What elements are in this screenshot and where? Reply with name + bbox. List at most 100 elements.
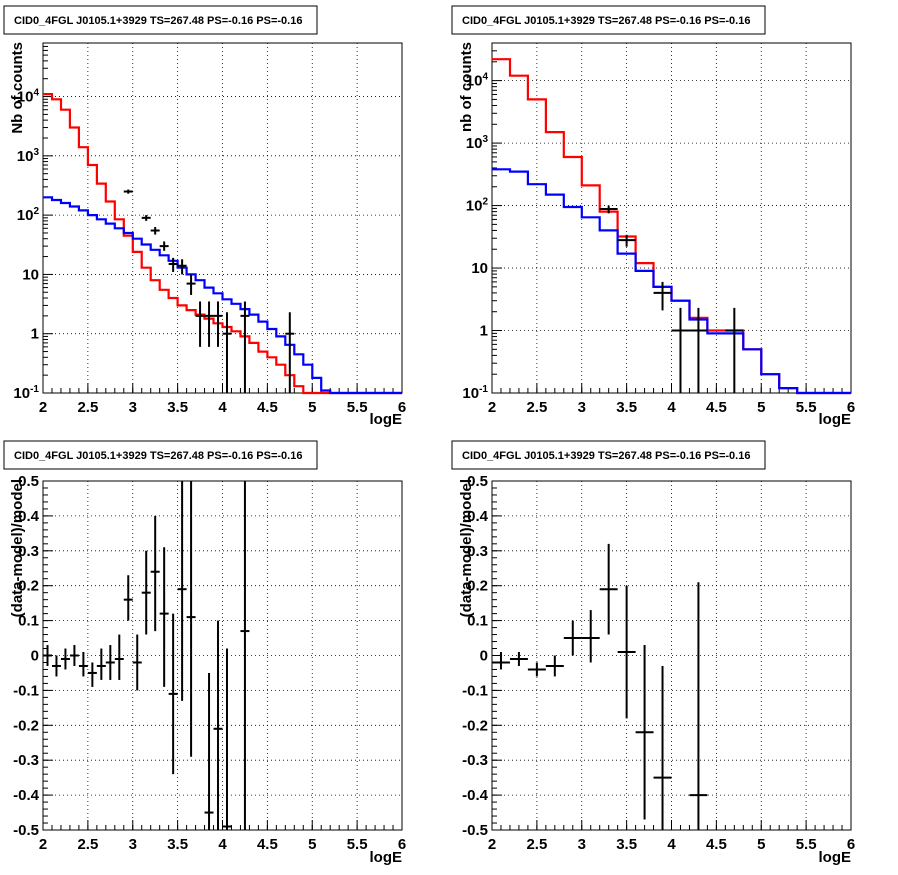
plot-frame (42, 480, 403, 831)
y-tick-label: 10 (471, 260, 488, 277)
x-tick-label: 4.5 (257, 836, 278, 853)
data-point (195, 301, 205, 347)
x-tick-label: 4.5 (706, 399, 727, 416)
y-tick-label: -0.4 (462, 787, 489, 804)
data-point (186, 481, 196, 757)
data-point (213, 620, 223, 830)
y-tick-label: -0.1 (13, 682, 39, 699)
y-tick-label: -0.2 (13, 717, 39, 734)
y-tick-label: 102 (17, 206, 40, 224)
panel-top-left: CID0_4FGL J0105.1+3929 TS=267.48 PS=-0.1… (3, 5, 406, 428)
data-point (545, 655, 564, 677)
data-point (213, 301, 223, 347)
x-tick-label: 2 (39, 836, 47, 853)
plot-frame (491, 42, 852, 394)
y-tick-label: 10-1 (13, 384, 39, 402)
data-point (599, 205, 618, 214)
data-point (240, 481, 250, 830)
data-point (96, 648, 106, 680)
chart-title: CID0_4FGL J0105.1+3929 TS=267.48 PS=-0.1… (14, 450, 302, 462)
x-tick-label: 5 (308, 836, 316, 853)
x-tick-label: 6 (398, 399, 406, 416)
y-tick-label: 0.3 (18, 543, 39, 560)
title-box (451, 5, 766, 35)
title-box (3, 5, 318, 35)
data-point (177, 259, 187, 275)
y-tick-label: 0.5 (467, 473, 488, 490)
y-tick-label: -0.4 (13, 787, 40, 804)
y-axis-label: nb of counts (458, 42, 475, 132)
y-tick-label: 0.1 (18, 613, 39, 630)
panel-bottom-left: CID0_4FGL J0105.1+3929 TS=267.48 PS=-0.1… (3, 440, 406, 866)
y-tick-label: -0.3 (13, 752, 39, 769)
x-tick-label: 3.5 (616, 836, 637, 853)
plot-frame (491, 480, 852, 831)
data-point (285, 312, 295, 393)
data-point (159, 241, 169, 251)
x-tick-label: 3 (578, 836, 586, 853)
y-tick-label: 0.2 (467, 578, 488, 595)
x-tick-label: 2.5 (526, 836, 547, 853)
data-point (123, 189, 133, 194)
data-point (581, 610, 600, 663)
x-axis-label: logE (370, 849, 403, 866)
x-tick-label: 3.5 (616, 399, 637, 416)
y-tick-label: 0.4 (467, 508, 489, 525)
y-tick-label: 104 (466, 72, 489, 90)
title-box (451, 440, 766, 470)
data-point (725, 307, 744, 393)
y-tick-label: -0.1 (462, 682, 488, 699)
x-axis-label: logE (819, 411, 852, 428)
x-tick-label: 4.5 (257, 399, 278, 416)
panel-top-right: CID0_4FGL J0105.1+3929 TS=267.48 PS=-0.1… (451, 5, 855, 428)
x-tick-label: 2 (39, 399, 47, 416)
x-tick-label: 4 (667, 836, 676, 853)
data-point (653, 665, 672, 830)
y-tick-label: 103 (466, 134, 489, 152)
data-point (509, 652, 528, 666)
data-point (617, 234, 636, 247)
x-tick-label: 5 (757, 399, 765, 416)
y-tick-label: 0.2 (18, 578, 39, 595)
data-point (150, 515, 160, 632)
data-point (653, 281, 672, 311)
x-tick-label: 2.5 (77, 836, 98, 853)
data-point (123, 575, 133, 621)
data-point (204, 301, 214, 347)
data-point (635, 645, 654, 820)
y-tick-label: 10 (22, 266, 39, 283)
data-point (689, 582, 708, 830)
chart-title: CID0_4FGL J0105.1+3929 TS=267.48 PS=-0.1… (462, 15, 750, 27)
data-point (87, 662, 97, 687)
series-line (43, 196, 402, 395)
x-tick-label: 2 (488, 399, 496, 416)
x-tick-label: 3.5 (167, 399, 188, 416)
x-tick-label: 6 (398, 836, 406, 853)
y-tick-label: 1 (480, 323, 488, 340)
data-point (599, 543, 618, 635)
x-tick-label: 4 (218, 836, 227, 853)
x-tick-label: 6 (847, 836, 855, 853)
x-tick-label: 3 (129, 399, 137, 416)
y-tick-label: 10-1 (462, 384, 488, 402)
data-point (78, 652, 88, 677)
x-tick-label: 4.5 (706, 836, 727, 853)
x-tick-label: 5.5 (796, 836, 817, 853)
x-axis-label: logE (370, 411, 403, 428)
data-point (204, 672, 214, 830)
y-tick-label: 0 (31, 648, 39, 665)
y-tick-label: 1 (31, 326, 39, 343)
x-tick-label: 3.5 (167, 836, 188, 853)
data-point (563, 620, 582, 656)
data-point (222, 312, 232, 393)
x-tick-label: 5.5 (347, 836, 368, 853)
x-tick-label: 2.5 (526, 399, 547, 416)
x-tick-label: 3 (578, 399, 586, 416)
y-tick-label: -0.3 (462, 752, 488, 769)
y-tick-label: -0.5 (13, 822, 39, 839)
data-point (105, 645, 115, 680)
chart-title: CID0_4FGL J0105.1+3929 TS=267.48 PS=-0.1… (14, 15, 302, 27)
data-point (114, 634, 124, 680)
y-tick-label: 102 (466, 197, 489, 215)
